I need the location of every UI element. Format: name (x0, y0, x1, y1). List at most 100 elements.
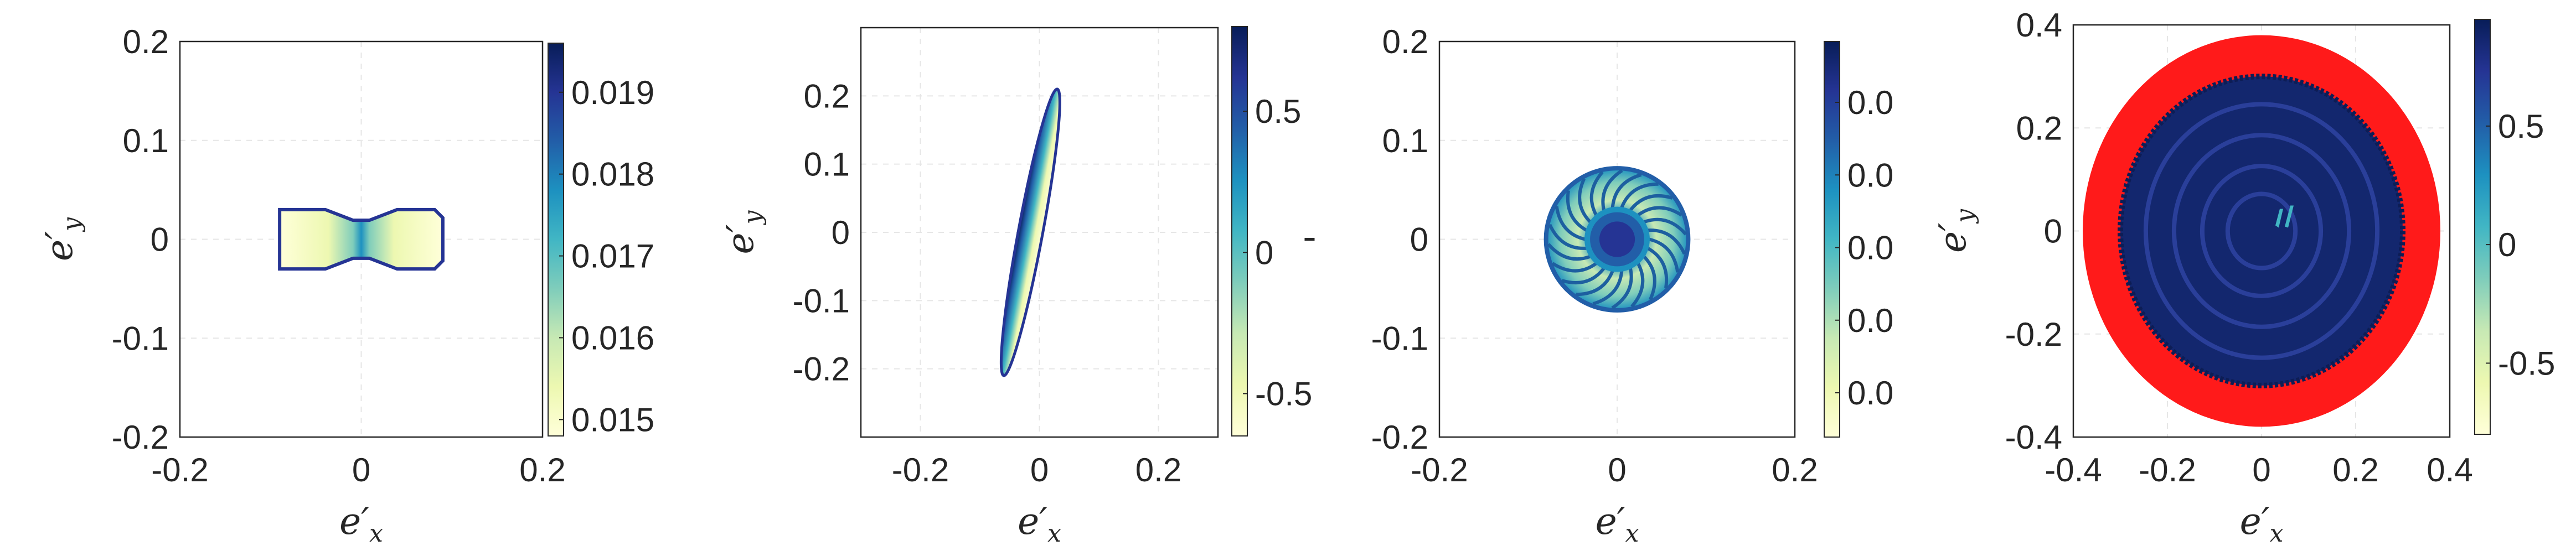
x-tick-label: -0.2 (2139, 451, 2196, 489)
spiral-arm (1589, 170, 1604, 216)
x-tick-label: -0.4 (2045, 451, 2102, 489)
y-tick-label: -0.1 (1371, 320, 1428, 357)
x-tick-label: 0 (2252, 451, 2270, 489)
axes-frame (1438, 40, 1796, 438)
x-tick-label: -0.2 (151, 451, 208, 489)
x-tick-label: 0.2 (519, 451, 565, 489)
x-tick-label: 0 (352, 451, 370, 489)
spiral-arm (1566, 190, 1588, 232)
spiral-arm (1561, 267, 1606, 285)
colorbar-tick-label: 0.0 (1847, 230, 1893, 267)
spiral-arm (1555, 206, 1586, 241)
axes-frame (179, 40, 544, 438)
y-tick-label: -0.4 (2005, 419, 2062, 456)
x-axis-label: e′x (339, 500, 383, 548)
panel-1: -0.2 0 0.2 0.2 0.1 0 -0.1 -0.2 e′x e′y 0.019 0.018 0… (38, 23, 654, 548)
y-tick-label: 0.1 (123, 122, 169, 159)
axes-frame (860, 27, 1219, 438)
y-tick-label: 0.2 (123, 23, 169, 60)
colorbar-tick-label: 0.0 (1847, 84, 1893, 121)
x-tick-label: -0.2 (892, 451, 949, 489)
spiral-arm (1576, 270, 1614, 297)
inner-ring-line (2143, 102, 2380, 360)
x-tick-label: 0.4 (2427, 451, 2472, 489)
y-tick-label: 0.2 (1382, 23, 1428, 60)
x-tick-label: -0.2 (1411, 451, 1468, 489)
y-tick-label: 0.1 (804, 146, 850, 183)
x-tick-label: 0.2 (1772, 451, 1818, 489)
colorbar-tick-label: 0 (1255, 234, 1273, 271)
spiral-arm (1629, 194, 1673, 211)
spiral-arm (1610, 173, 1642, 208)
y-tick-label: 0.4 (2016, 7, 2062, 44)
x-tick-label: 0 (1608, 451, 1626, 489)
colorbar-tick-label: 0.0 (1847, 375, 1893, 412)
spiral-arm (1649, 237, 1680, 273)
spiral-arm (1643, 217, 1687, 236)
colorbar-tick-label: 0.015 (571, 401, 654, 438)
y-tick-label: 0 (1410, 221, 1428, 258)
y-axis-label: ' (1298, 234, 1340, 244)
spiral-arm (1548, 224, 1587, 250)
y-axis-label: e′y (38, 217, 86, 261)
colorbar-tick-label: 0.5 (1255, 93, 1301, 130)
y-tick-label: 0.2 (2016, 110, 2062, 147)
colorbar-tick-label: 0.017 (571, 238, 654, 275)
spiral-arm (1646, 247, 1669, 289)
spiral-arm (1637, 206, 1683, 217)
region-ellipse (999, 87, 1061, 377)
y-tick-label: 0 (151, 221, 169, 258)
spiral-arm (1592, 271, 1624, 306)
y-axis-label: e′y (719, 210, 767, 254)
region-inner-disk (2118, 74, 2405, 388)
spiral-arm (1620, 182, 1659, 209)
chart-panels: -0.2 0 0.2 0.2 0.1 0 -0.1 -0.2 e′x e′y 0.019 0.018 0… (38, 7, 2555, 548)
colorbar-tick-label: 0.019 (571, 74, 654, 111)
region-bowtie (278, 207, 445, 271)
core-center (1599, 221, 1635, 257)
inner-ring-line (2225, 191, 2298, 271)
y-tick-label: -0.2 (793, 351, 850, 388)
spiral-arm (1643, 255, 1656, 301)
inner-ring-line (2200, 164, 2324, 298)
y-tick-label: 0 (832, 214, 850, 251)
spiral-arm (1611, 268, 1633, 310)
inner-ring-line (2171, 133, 2352, 329)
x-axis-label: e′x (2240, 500, 2284, 548)
colorbar-tick-label: -0.5 (2498, 345, 2555, 382)
colorbar-tick-label: 0 (2498, 226, 2516, 263)
colorbar-tick-label: -0.5 (1255, 375, 1312, 412)
spiral-arm (1630, 262, 1645, 308)
panel-3: -0.2 0 0.2 0.2 0.1 0 -0.1 -0.2 e′x ' 0.0 0.0 0.0 0.0 0… (1298, 23, 1893, 548)
colorbar (1231, 26, 1248, 437)
y-tick-label: -0.2 (1371, 419, 1428, 456)
y-tick-label: -0.2 (112, 419, 169, 456)
colorbar-tick-label: 0.5 (2498, 108, 2544, 145)
spiral-arm (1601, 169, 1623, 211)
axes-frame (2072, 24, 2451, 438)
panel-2: -0.2 0 0.2 0.2 0.1 0 -0.1 -0.2 e′x e′y 0.5 0 -0.5 (719, 26, 1312, 548)
y-axis-label: e′y (1932, 209, 1979, 253)
y-tick-label: 0 (2044, 213, 2062, 250)
x-axis-label: e′x (1018, 500, 1061, 548)
colorbar (2474, 19, 2491, 435)
y-tick-label: -0.2 (2005, 316, 2062, 353)
y-tick-label: 0.2 (804, 77, 850, 115)
center-feature (2275, 205, 2294, 228)
x-tick-label: 0.2 (2332, 451, 2378, 489)
y-tick-label: 0.1 (1382, 122, 1428, 159)
x-tick-label: 0.2 (1135, 451, 1181, 489)
spiral-arm (1547, 243, 1591, 261)
x-axis-label: e′x (1596, 500, 1639, 548)
colorbar (548, 43, 564, 437)
colorbar-tick-label: 0.018 (571, 156, 654, 193)
x-tick-label: 0 (1030, 451, 1049, 489)
spiral-arm (1648, 228, 1686, 255)
colorbar (1824, 41, 1840, 438)
colorbar-tick-label: 0.0 (1847, 157, 1893, 194)
spiral-arm (1578, 178, 1592, 224)
colorbar-tick-label: 0.016 (571, 320, 654, 357)
spiral-arm (1551, 262, 1597, 273)
y-tick-label: -0.1 (112, 320, 169, 357)
